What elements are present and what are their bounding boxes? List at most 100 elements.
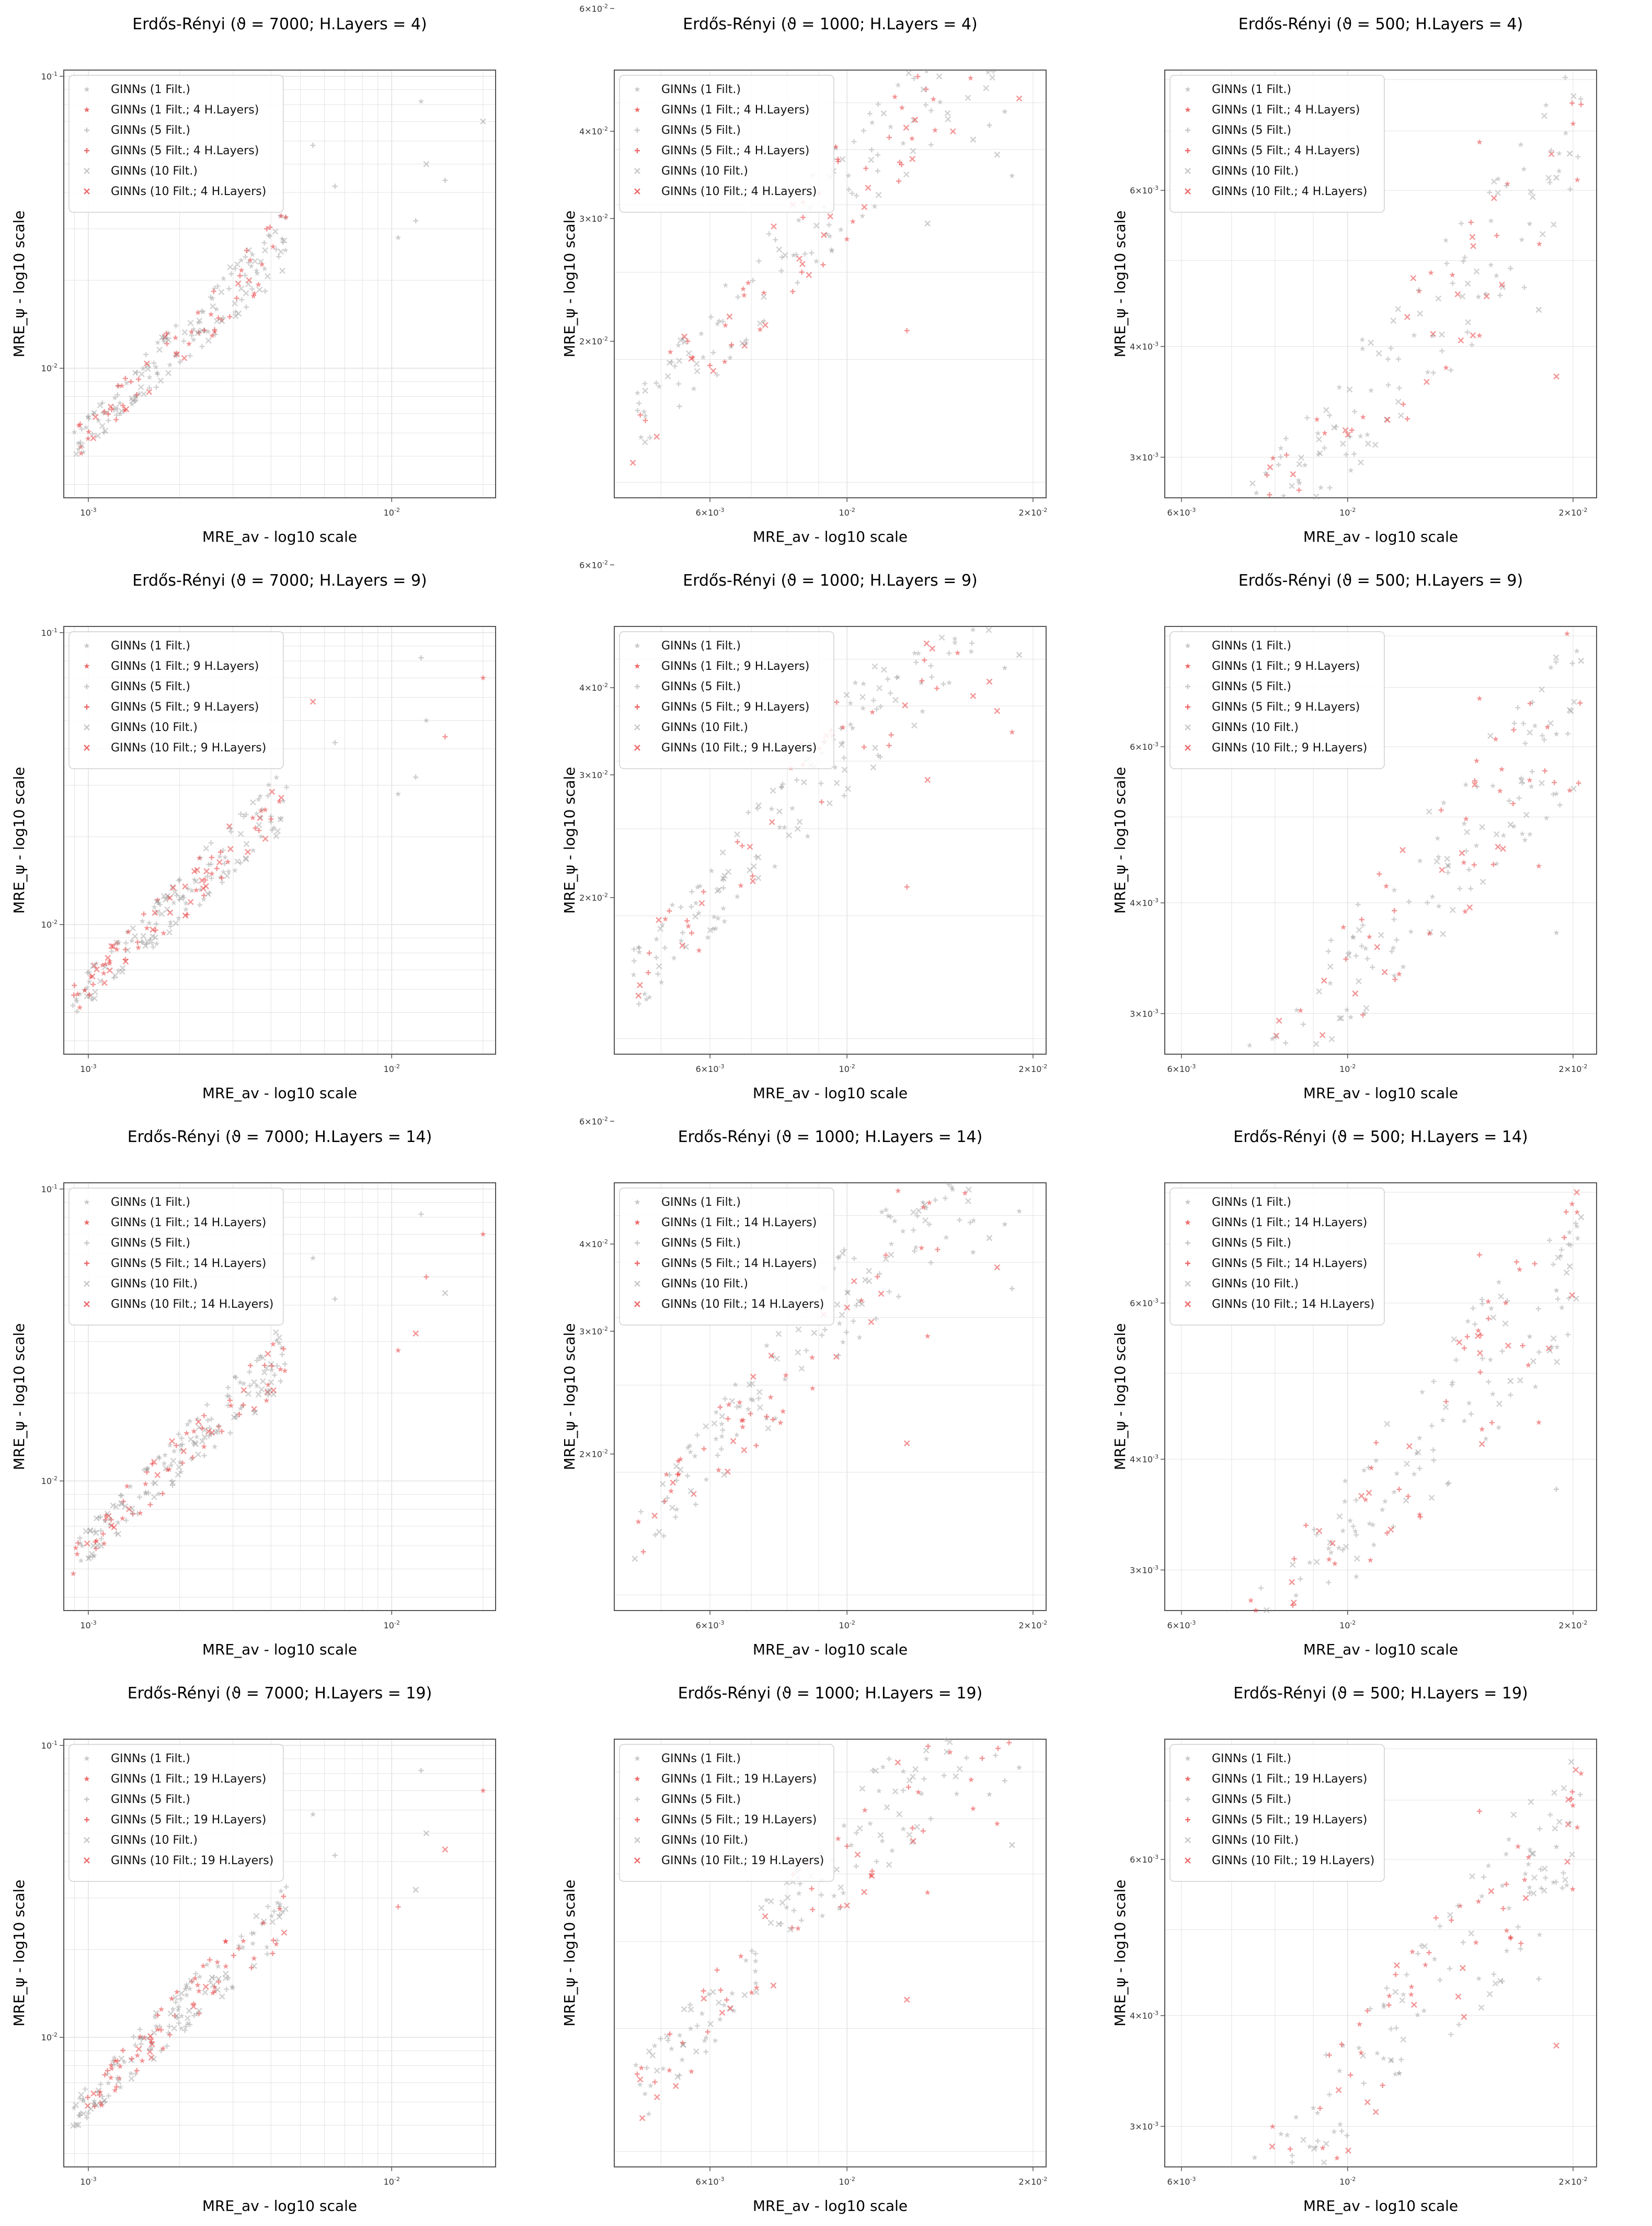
plot-frame — [614, 1182, 1047, 1611]
data-point-layered — [180, 1448, 187, 1454]
data-point-base — [954, 1790, 960, 1797]
legend-entry: GINNs (10 Filt.; 9 H.Layers) — [661, 741, 817, 755]
data-point-base — [1433, 858, 1440, 865]
legend: GINNs (1 Filt.)GINNs (1 Filt.; 14 H.Laye… — [68, 1188, 284, 1326]
data-point-layered — [119, 383, 125, 389]
legend-entry: GINNs (10 Filt.) — [1212, 1277, 1299, 1291]
data-point-layered — [935, 1247, 940, 1252]
data-point-layered — [1468, 220, 1474, 225]
data-point-base — [892, 697, 899, 703]
data-point-layered — [182, 883, 189, 890]
data-point-base — [877, 1271, 882, 1276]
data-point-layered — [253, 825, 258, 831]
y-axis-label: MRE_ψ - log10 scale — [10, 1879, 28, 2026]
data-point-base — [831, 1892, 838, 1899]
data-point-layered — [1520, 1343, 1525, 1349]
data-point-base — [1473, 842, 1479, 849]
data-point-base — [781, 824, 788, 830]
data-point-layered — [109, 407, 114, 413]
data-point-base — [178, 2013, 185, 2019]
data-point-base — [77, 439, 83, 445]
data-point-base — [256, 821, 262, 828]
data-point-base — [957, 1217, 962, 1223]
data-point-base — [880, 110, 887, 117]
data-point-layered — [986, 678, 993, 685]
data-point-layered — [1477, 1808, 1483, 1814]
data-point-base — [733, 1432, 740, 1438]
y-tick-label: 10-2 — [41, 1475, 58, 1486]
data-point-base — [226, 286, 232, 292]
data-point-base — [1515, 705, 1521, 711]
data-point-base — [119, 1492, 124, 1498]
data-point-layered — [1490, 195, 1497, 201]
data-point-base — [1536, 1976, 1542, 1982]
legend-marker — [1185, 1219, 1191, 1225]
data-point-base — [839, 739, 846, 746]
data-point-layered — [93, 1537, 100, 1544]
data-point-base — [1344, 1007, 1350, 1013]
legend: GINNs (1 Filt.)GINNs (1 Filt.; 19 H.Laye… — [1169, 1744, 1385, 1882]
data-point-base — [844, 1289, 851, 1296]
legend-marker — [1185, 1199, 1191, 1205]
data-point-layered — [1405, 416, 1410, 422]
data-point-layered — [120, 1499, 126, 1504]
data-point-layered — [1475, 1898, 1482, 1904]
legend-entry: GINNs (10 Filt.; 9 H.Layers) — [1212, 741, 1367, 755]
data-point-base — [1516, 795, 1522, 801]
data-point-base — [262, 288, 268, 294]
data-point-base — [875, 168, 880, 174]
data-point-layered — [126, 1506, 132, 1512]
data-point-base — [332, 1296, 338, 1302]
data-point-base — [884, 1804, 890, 1811]
data-point-base — [1283, 1040, 1289, 1046]
data-point-base — [767, 1898, 774, 1905]
x-axis-label: MRE_av - log10 scale — [753, 528, 908, 545]
data-point-layered — [950, 128, 956, 135]
data-point-layered — [248, 1363, 254, 1368]
data-point-base — [946, 650, 952, 656]
data-point-layered — [117, 2063, 123, 2069]
data-point-base — [1468, 1930, 1475, 1937]
data-point-base — [128, 2070, 134, 2076]
legend-marker — [84, 1776, 90, 1782]
data-point-layered — [78, 443, 84, 450]
data-point-base — [150, 944, 156, 950]
data-point-base — [668, 2046, 675, 2052]
data-point-base — [197, 902, 203, 908]
data-point-base — [946, 1739, 953, 1745]
data-point-base — [171, 2025, 178, 2031]
data-point-base — [239, 1403, 245, 1409]
data-point-base — [839, 1311, 845, 1318]
data-point-base — [129, 397, 136, 404]
data-point-layered — [717, 1405, 723, 1410]
data-point-base — [1435, 295, 1442, 302]
data-point-base — [1563, 75, 1568, 81]
data-point-base — [835, 1254, 841, 1260]
data-point-layered — [1473, 758, 1480, 763]
data-point-layered — [76, 423, 82, 428]
data-point-base — [1336, 1015, 1343, 1022]
data-point-base — [250, 847, 256, 853]
data-point-base — [1391, 1524, 1396, 1529]
y-tick-label: 6×10-2 — [579, 1115, 608, 1126]
data-point-layered — [1321, 977, 1327, 984]
data-point-base — [647, 435, 653, 440]
y-tick-label: 4×10-3 — [1130, 897, 1158, 908]
data-point-base — [332, 184, 338, 189]
data-point-base — [693, 1502, 698, 1508]
data-point-base — [1293, 1592, 1299, 1598]
data-point-base — [284, 784, 290, 790]
data-point-layered — [903, 1996, 910, 2003]
data-point-base — [911, 722, 917, 729]
data-point-layered — [1366, 933, 1373, 940]
data-point-base — [1554, 1359, 1560, 1365]
data-point-base — [194, 1415, 201, 1422]
data-point-base — [112, 394, 118, 401]
data-point-base — [230, 1984, 236, 1991]
legend-entry: GINNs (10 Filt.) — [661, 721, 748, 734]
data-point-base — [1464, 329, 1470, 335]
data-point-base — [713, 925, 719, 931]
data-point-layered — [395, 1347, 401, 1353]
data-point-layered — [862, 1807, 868, 1813]
data-point-layered — [800, 214, 806, 220]
